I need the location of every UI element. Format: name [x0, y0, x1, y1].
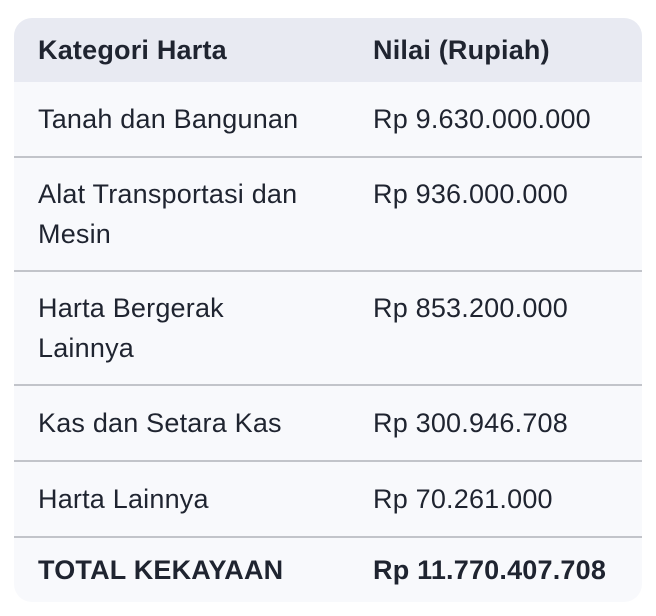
value-cell: Rp 936.000.000 [373, 179, 568, 209]
total-value-cell: Rp 11.770.407.708 [373, 555, 607, 585]
category-cell: Harta Lainnya [38, 484, 209, 514]
value-cell: Rp 853.200.000 [373, 293, 568, 323]
total-label-cell: TOTAL KEKAYAAN [38, 555, 284, 585]
category-cell: Tanah dan Bangunan [38, 104, 299, 134]
table-row-harta-lainnya: Harta Lainnya Rp 70.261.000 [14, 460, 642, 536]
table-header-row: Kategori Harta Nilai (Rupiah) [14, 18, 642, 82]
value-cell: Rp 70.261.000 [373, 484, 553, 514]
category-cell: Kas dan Setara Kas [38, 408, 282, 438]
table-row-harta-bergerak-lainnya: Harta Bergerak Lainnya Rp 853.200.000 [14, 270, 642, 384]
header-cell-nilai-rupiah: Nilai (Rupiah) [373, 35, 550, 65]
category-cell: Alat Transportasi dan Mesin [38, 179, 298, 249]
table-row-kas-dan-setara-kas: Kas dan Setara Kas Rp 300.946.708 [14, 384, 642, 460]
table-total-row: TOTAL KEKAYAAN Rp 11.770.407.708 [14, 536, 642, 602]
asset-summary-table: Kategori Harta Nilai (Rupiah) Tanah dan … [14, 18, 642, 602]
table-row-alat-transportasi-dan-mesin: Alat Transportasi dan Mesin Rp 936.000.0… [14, 156, 642, 270]
value-cell: Rp 300.946.708 [373, 408, 568, 438]
header-cell-kategori-harta: Kategori Harta [38, 35, 227, 65]
value-cell: Rp 9.630.000.000 [373, 104, 591, 134]
category-cell: Harta Bergerak Lainnya [38, 293, 224, 363]
table-row-tanah-dan-bangunan: Tanah dan Bangunan Rp 9.630.000.000 [14, 82, 642, 156]
